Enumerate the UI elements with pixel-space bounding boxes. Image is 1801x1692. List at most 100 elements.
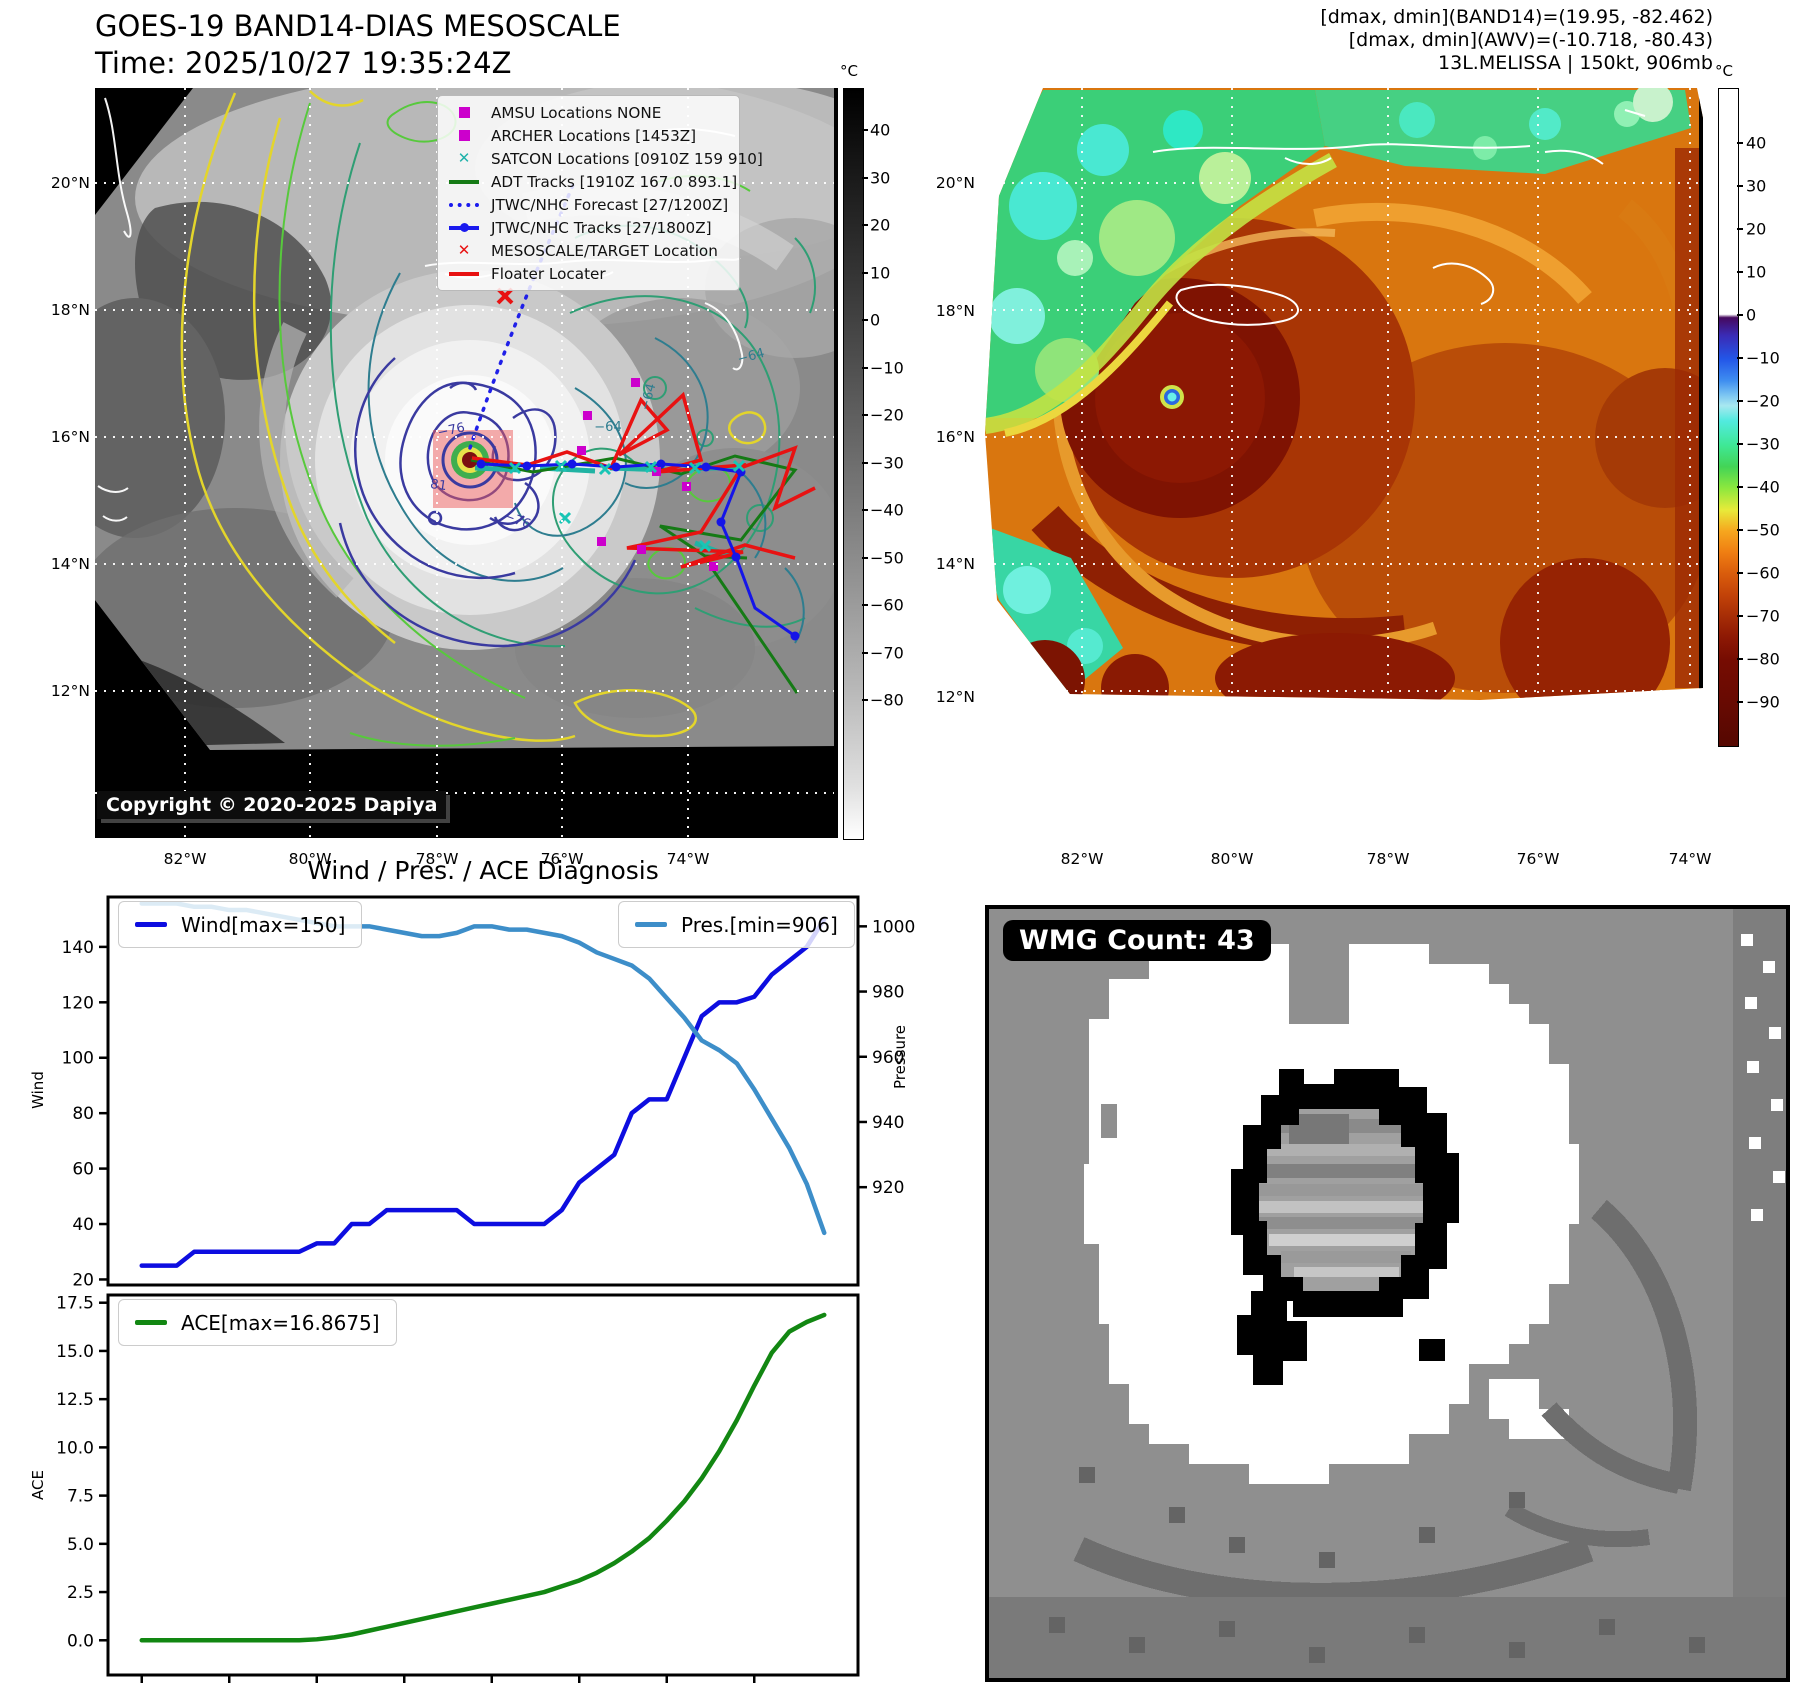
colorbar-tick-mark [862,461,868,464]
lat-label: 12°N [935,688,975,706]
lon-label: 76°W [540,850,584,868]
colorbar-tick-label: −80 [870,690,904,710]
ir-colorbar [1718,88,1739,747]
colorbar1-unit: °C [840,62,858,80]
lat-label: 16°N [50,428,90,446]
legend-item: ✕ MESOSCALE/TARGET Location [438,239,739,262]
lon-label: 74°W [1668,850,1712,868]
storm-id-intensity: 13L.MELISSA | 150kt, 906mb [1438,52,1713,74]
legend-item: JTWC/NHC Tracks [27/1800Z] [438,216,739,239]
pressure-legend: Pres.[min=906] [618,901,855,948]
floater-track [471,391,816,569]
y-tick-label: 2.5 [67,1583,94,1603]
contour-label: 81 [429,477,447,494]
legend-item-label: SATCON Locations [0910Z 159 910] [491,149,763,168]
contour-yellow [180,90,767,742]
colorbar-tick-label: 0 [870,310,881,330]
colorbar-tick-mark [1737,443,1743,445]
colorbar-tick-mark [1737,357,1743,359]
lat-label: 16°N [935,428,975,446]
colorbar-tick-label: 40 [870,120,891,140]
legend-item-label: Floater Locater [491,264,606,283]
y-tick-label: 0.0 [67,1631,94,1651]
legend-item-label: JTWC/NHC Forecast [27/1200Z] [491,195,729,214]
colorbar-tick-label: 20 [870,215,891,235]
lon-label: 82°W [163,850,207,868]
line-marker-icon [446,179,482,184]
coastlines [1152,109,1646,326]
wmg-dark-arcs [1073,1199,1698,1609]
colorbar-tick-mark [862,509,868,511]
lon-label: 74°W [666,850,710,868]
ace-axis-label: ACE [29,1470,47,1500]
colorbar-tick-label: −70 [870,643,904,662]
linedot-marker-icon [446,222,482,232]
colorbar-tick-mark [1737,400,1743,402]
contour-navy [338,357,637,648]
wmg-count-badge: WMG Count: 43 [1003,920,1271,961]
mesoscale-target-x-marker [496,287,514,305]
colorbar-tick-label: 0 [1746,305,1757,325]
wmg-inner-disc [1259,1109,1423,1291]
wind-legend-swatch [135,922,167,927]
colorbar-tick-label: −90 [1746,692,1780,712]
colorbar-tick-mark [1737,572,1743,574]
colorbar-tick-mark [1737,314,1743,316]
lat-label: 20°N [50,174,90,192]
lat-label: 20°N [935,174,975,192]
lat-label: 12°N [50,682,90,700]
ace-legend-label: ACE[max=16.8675] [181,1310,380,1335]
map-legend: AMSU Locations NONE ARCHER Locations [145… [437,95,763,291]
colorbar-tick-mark [862,604,868,606]
colorbar-tick-label: −30 [1746,434,1780,454]
colorbar-tick-label: 40 [1746,133,1767,153]
lat-label: 18°N [50,301,90,319]
enhanced-ir-map [985,88,1703,700]
colorbar-tick-label: −50 [870,548,904,567]
colorbar-tick-label: −60 [870,595,904,615]
y-tick-label: 60 [72,1160,94,1180]
colorbar-tick-label: −70 [1746,606,1780,626]
y-tick-label: 80 [72,1104,94,1124]
colorbar-tick-label: −50 [1746,520,1780,540]
legend-item: ✕ SATCON Locations [0910Z 159 910] [438,147,763,170]
colorbar-tick-label: −40 [870,500,904,520]
panel1-time: Time: 2025/10/27 19:35:24Z [95,46,512,80]
x-marker-icon: ✕ [457,149,471,167]
ace-line [139,1312,827,1643]
colorbar-tick-label: −40 [1746,477,1780,497]
panel1-title-block: GOES-19 BAND14-DIAS MESOSCALE Time: 2025… [95,8,621,82]
dmax-dmin-awv: [dmax, dmin](AWV)=(-10.718, -80.43) [1348,29,1713,51]
colorbar-tick-label: −80 [1746,649,1780,669]
square-marker-icon [446,107,482,118]
dmax-dmin-band14: [dmax, dmin](BAND14)=(19.95, -82.462) [1320,6,1713,28]
lat-label: 14°N [935,555,975,573]
lat-label: 18°N [935,302,975,320]
wind-legend: Wind[max=150] [118,901,363,948]
graticule [985,88,1703,700]
ace-legend: ACE[max=16.8675] [118,1299,397,1346]
ace-legend-swatch [135,1320,167,1325]
pressure-axis-label: Pressure [891,1024,909,1090]
y2-tick-label: 980 [872,983,904,1003]
square-marker-icon [446,130,482,141]
contour-label: −64 [594,420,621,435]
wind-legend-label: Wind[max=150] [181,912,346,937]
wmg-dark-speckles [1049,1467,1705,1663]
chart-title: Wind / Pres. / ACE Diagnosis [307,856,659,885]
colorbar-tick-mark [1737,701,1743,703]
colorbar-tick-mark [862,366,868,369]
colorbar-tick-label: −20 [870,405,904,425]
line-marker-icon [446,271,482,276]
y2-tick-label: 1000 [872,917,915,937]
colorbar-tick-mark [862,271,868,274]
wmg-white-speckles [1741,934,1785,1221]
panel1-title: GOES-19 BAND14-DIAS MESOSCALE [95,9,621,43]
legend-item: Floater Locater [438,262,739,285]
y-tick-label: 15.0 [56,1342,94,1362]
y-tick-label: 10.0 [56,1438,94,1458]
legend-item-label: JTWC/NHC Tracks [27/1800Z] [491,218,712,237]
colorbar-tick-mark [1737,529,1743,531]
wind-axis-label: Wind [29,1071,47,1109]
